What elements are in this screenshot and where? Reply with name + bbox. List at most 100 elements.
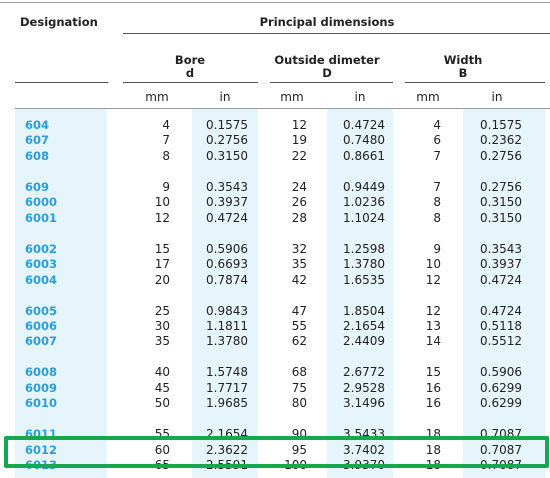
designation: 6005 [25, 303, 58, 318]
cell: 13 [425, 319, 441, 333]
cell: 0.3937 [206, 195, 248, 210]
designation: 6003 [25, 257, 58, 272]
cell: 6 [433, 133, 441, 148]
cell: 0.1575 [206, 118, 248, 132]
cell: 0.1575 [480, 118, 522, 132]
cell: 2.6772 [343, 365, 385, 380]
cell: 1.2598 [343, 241, 385, 256]
cell: 95 [291, 442, 307, 457]
group-symbol: B [458, 66, 468, 80]
cell: 0.4724 [206, 210, 248, 225]
designation: 6012 [25, 442, 58, 457]
cell: 25 [154, 303, 170, 318]
cell: 55 [291, 319, 307, 333]
cell: 8 [433, 210, 441, 225]
cell: 1.7717 [206, 380, 248, 395]
cell: 40 [154, 365, 170, 380]
cell: 0.6693 [206, 257, 248, 272]
cell: 0.6299 [480, 380, 522, 395]
designation: 6002 [25, 241, 58, 256]
cell: 0.2756 [206, 133, 248, 148]
cell: 0.9449 [343, 179, 385, 194]
cell: 0.5906 [480, 365, 522, 380]
cell: 7 [162, 133, 170, 148]
designation: 6009 [25, 380, 58, 395]
cell: 0.7874 [206, 272, 248, 287]
cell: 3.7402 [343, 442, 385, 457]
cell: 0.2362 [480, 133, 522, 148]
unit: mm [145, 90, 169, 104]
designation-header: Designation [20, 15, 98, 29]
designation: 6000 [25, 195, 58, 210]
cell: 0.3543 [480, 241, 522, 256]
cell: 12 [425, 272, 441, 287]
cell: 28 [291, 210, 307, 225]
designation: 609 [25, 179, 50, 194]
column-shade [463, 108, 545, 478]
unit: mm [280, 90, 304, 104]
rule [123, 82, 258, 83]
designation: 607 [25, 133, 50, 148]
cell: 3.1496 [343, 396, 385, 411]
cell: 1.0236 [343, 195, 385, 210]
designation: 6004 [25, 272, 58, 287]
cell: 16 [425, 396, 441, 411]
cell: 0.3150 [480, 210, 522, 225]
cell: 14 [425, 334, 441, 349]
cell: 30 [154, 319, 170, 333]
cell: 19 [291, 133, 307, 148]
cell: 4 [162, 118, 170, 132]
cell: 2.1654 [343, 319, 385, 333]
cell: 26 [291, 195, 307, 210]
cell: 1.8504 [343, 303, 385, 318]
cell: 1.6535 [343, 272, 385, 287]
cell: 8 [433, 195, 441, 210]
designation: 6001 [25, 210, 58, 225]
cell: 1.1024 [343, 210, 385, 225]
unit: in [219, 90, 231, 104]
cell: 0.8661 [343, 148, 385, 163]
cell: 15 [425, 365, 441, 380]
cell: 15 [154, 241, 170, 256]
cell: 0.4724 [343, 118, 385, 132]
cell: 0.3150 [480, 195, 522, 210]
group-name: Width [443, 53, 483, 67]
cell: 0.5512 [480, 334, 522, 349]
designation: 608 [25, 148, 50, 163]
cell: 68 [291, 365, 307, 380]
cell: 2.3622 [206, 442, 248, 457]
cell: 0.2756 [480, 148, 522, 163]
column-shade [192, 108, 258, 478]
designation: 604 [25, 118, 50, 132]
unit: in [491, 90, 503, 104]
cell: 7 [433, 179, 441, 194]
rule [15, 82, 108, 83]
cell: 0.9843 [206, 303, 248, 318]
cell: 17 [154, 257, 170, 272]
cell: 22 [291, 148, 307, 163]
column-shade [15, 108, 107, 478]
cell: 10 [425, 257, 441, 272]
cell: 60 [154, 442, 170, 457]
cell: 35 [154, 334, 170, 349]
rule [123, 33, 550, 34]
cell: 62 [291, 334, 307, 349]
cell: 35 [291, 257, 307, 272]
designation: 6006 [25, 319, 58, 333]
group-symbol: d [185, 66, 195, 80]
cell: 1.9685 [206, 396, 248, 411]
cell: 12 [154, 210, 170, 225]
unit: mm [416, 90, 440, 104]
cell: 0.4724 [480, 303, 522, 318]
cell: 47 [291, 303, 307, 318]
rule [15, 108, 550, 109]
cell: 32 [291, 241, 307, 256]
cell: 1.1811 [206, 319, 248, 333]
cell: 9 [162, 179, 170, 194]
cell: 20 [154, 272, 170, 287]
cell: 0.3150 [206, 148, 248, 163]
cell: 7 [433, 148, 441, 163]
cell: 18 [425, 442, 441, 457]
designation: 6010 [25, 396, 58, 411]
cell: 0.7480 [343, 133, 385, 148]
